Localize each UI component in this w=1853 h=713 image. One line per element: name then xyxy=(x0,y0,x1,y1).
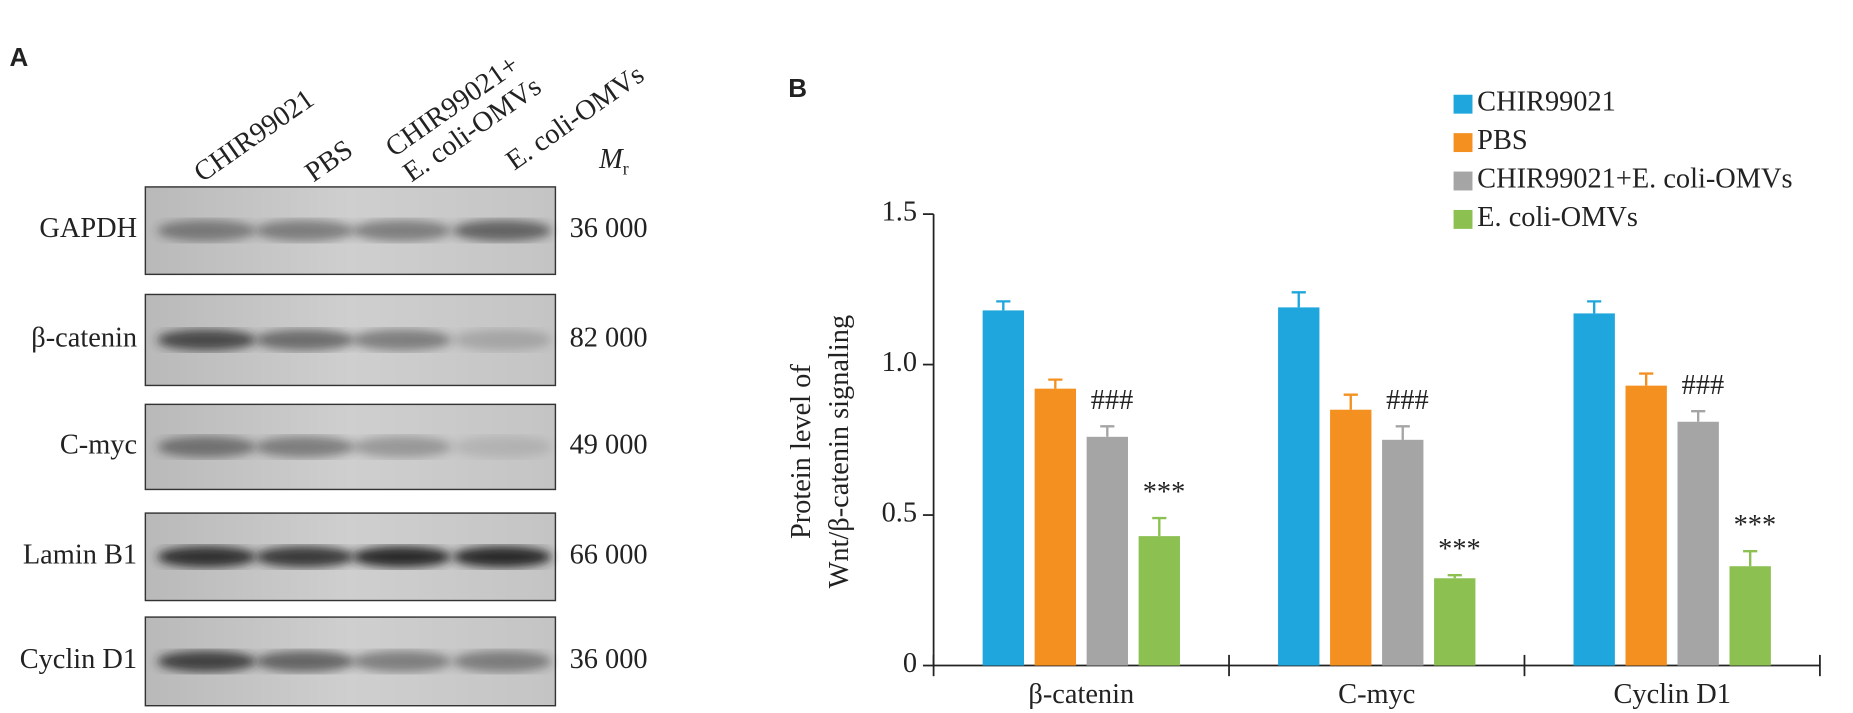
bar xyxy=(1677,421,1719,666)
bar xyxy=(1034,388,1076,666)
band xyxy=(352,220,452,242)
band xyxy=(255,329,355,351)
band xyxy=(157,436,257,458)
mr-label: 49 000 xyxy=(570,429,648,460)
band xyxy=(352,436,452,458)
panel-label: A xyxy=(9,42,28,72)
legend-label: CHIR99021 xyxy=(1477,87,1616,118)
band xyxy=(255,436,355,458)
band xyxy=(352,329,452,351)
band xyxy=(452,546,552,568)
error-bar xyxy=(1048,378,1063,389)
mr-header: Mr xyxy=(598,143,629,178)
bar xyxy=(1086,436,1128,666)
legend-label: E. coli-OMVs xyxy=(1477,202,1638,233)
bar xyxy=(1382,439,1424,666)
x-tick-label: β-catenin xyxy=(1028,679,1134,710)
panel-label: B xyxy=(788,73,807,103)
error-bar xyxy=(1395,425,1410,440)
bar xyxy=(1330,409,1372,666)
bar xyxy=(1434,578,1476,666)
bar-chart: 0 0.5 1.0 1.5 Protein level of Wnt/β-catenin … xyxy=(786,87,1821,710)
mr-label: 36 000 xyxy=(570,213,648,244)
lane-label: CHIR99021 xyxy=(189,84,320,189)
band xyxy=(255,220,355,242)
bar xyxy=(1729,566,1771,666)
bar xyxy=(1138,536,1180,666)
band xyxy=(157,220,257,242)
legend-swatch xyxy=(1453,171,1473,191)
legend-swatch xyxy=(1453,209,1473,229)
bar xyxy=(1625,385,1667,666)
band xyxy=(452,650,552,673)
error-bar xyxy=(1447,574,1462,579)
mr-label: 36 000 xyxy=(570,644,648,675)
protein-label: β-catenin xyxy=(31,322,137,353)
band xyxy=(157,329,257,351)
mr-label: 66 000 xyxy=(570,539,648,570)
x-tick-label: C-myc xyxy=(1338,679,1415,710)
error-bar xyxy=(996,300,1011,311)
bar xyxy=(1278,307,1320,666)
error-bar xyxy=(1587,300,1602,314)
significance-label: *** xyxy=(1734,510,1777,541)
legend-swatch xyxy=(1453,133,1473,153)
y-tick-label: 1.5 xyxy=(882,197,917,228)
legend-swatch xyxy=(1453,94,1473,114)
error-bar xyxy=(1152,516,1167,537)
band xyxy=(352,546,452,568)
significance-label: *** xyxy=(1143,477,1186,508)
x-tick-label: Cyclin D1 xyxy=(1614,679,1731,710)
error-bar xyxy=(1639,372,1654,386)
band xyxy=(452,436,552,458)
error-bar xyxy=(1343,393,1358,410)
protein-label: C-myc xyxy=(60,429,137,460)
protein-label: Lamin B1 xyxy=(23,539,137,570)
legend-label: PBS xyxy=(1477,125,1527,156)
band xyxy=(352,650,452,673)
bar xyxy=(982,310,1024,666)
mr-subscript: r xyxy=(623,158,629,178)
significance-label: ### xyxy=(1386,385,1429,416)
significance-label: ### xyxy=(1682,370,1725,401)
band xyxy=(452,329,552,351)
bar xyxy=(1573,313,1615,666)
y-axis-label: Wnt/β-catenin signaling xyxy=(824,315,855,589)
band xyxy=(255,546,355,568)
lane-label: PBS xyxy=(300,134,359,188)
significance-label: *** xyxy=(1438,534,1481,565)
y-tick-label: 0 xyxy=(903,648,917,679)
y-tick-label: 0.5 xyxy=(882,498,917,529)
band xyxy=(157,546,257,568)
error-bar xyxy=(1743,549,1758,567)
mr-symbol: M xyxy=(598,143,624,174)
mr-label: 82 000 xyxy=(570,322,648,353)
protein-label: GAPDH xyxy=(39,213,137,244)
band xyxy=(452,220,552,242)
blot-panel: GAPDH 36 000 β-catenin 82 000 C-myc 49 000 Lam… xyxy=(20,49,650,707)
y-tick-label: 1.0 xyxy=(882,347,917,378)
error-bar xyxy=(1100,425,1115,437)
band xyxy=(255,650,355,673)
y-axis-label: Protein level of xyxy=(786,364,817,539)
protein-label: Cyclin D1 xyxy=(20,644,137,675)
band xyxy=(157,650,257,673)
error-bar xyxy=(1691,410,1706,422)
legend-label: CHIR99021+E. coli-OMVs xyxy=(1477,164,1792,195)
significance-label: ### xyxy=(1091,385,1134,416)
error-bar xyxy=(1291,291,1306,308)
